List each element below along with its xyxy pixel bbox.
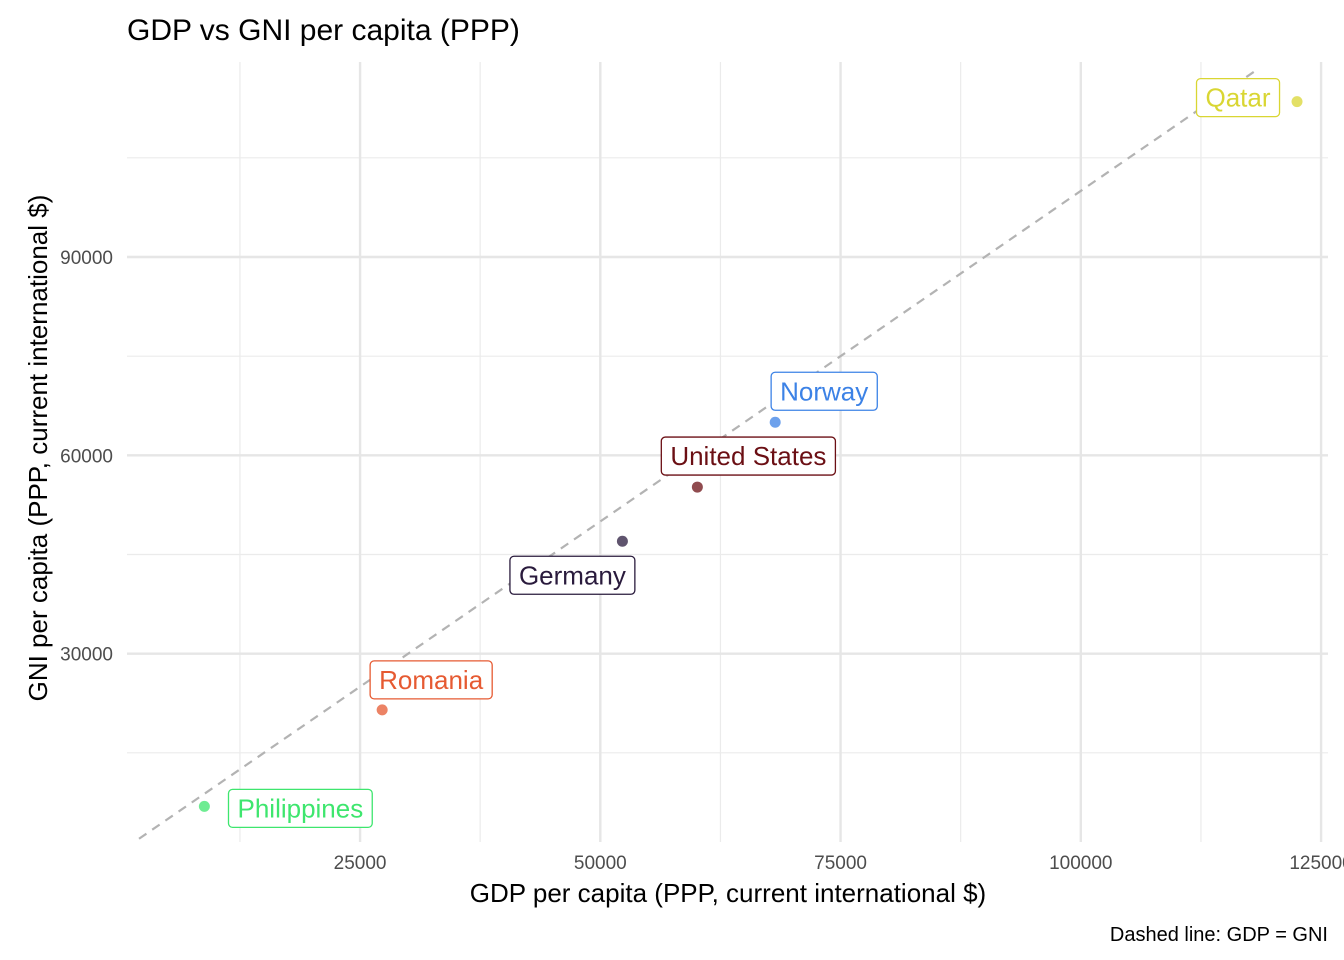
y-tick-label: 60000 [60,446,113,467]
point-label: United States [660,436,837,476]
y-axis-title: GNI per capita (PPP, current internation… [23,195,53,702]
svg-text:Qatar: Qatar [1206,83,1271,113]
svg-text:United States: United States [670,441,826,471]
x-tick-label: 25000 [334,853,387,874]
data-point [691,481,703,493]
svg-text:Norway: Norway [780,376,868,406]
chart-caption: Dashed line: GDP = GNI [1110,924,1328,946]
y-tick-label: 30000 [60,645,113,666]
grid-major [127,62,1328,842]
point-label: Philippines [227,788,373,829]
y-tick-label: 90000 [60,248,113,269]
x-tick-label: 100000 [1049,853,1112,874]
data-point [198,800,210,812]
point-label: Germany [509,555,636,595]
data-point [616,535,628,547]
x-tick-label: 50000 [574,853,627,874]
svg-text:Germany: Germany [519,560,626,590]
svg-text:Philippines: Philippines [237,793,363,823]
data-point [1291,96,1303,108]
point-label: Norway [770,371,878,411]
x-tick-label: 75000 [814,853,867,874]
x-axis-ticks: 25000 50000 75000 100000 125000 [334,853,1344,874]
svg-text:Romania: Romania [379,665,484,695]
data-points [198,96,1303,812]
point-label: Romania [369,660,493,700]
y-axis-ticks: 30000 60000 90000 [60,248,113,666]
point-labels: Philippines Romania Germany United States No… [227,77,1281,829]
x-axis-title: GDP per capita (PPP, current internation… [470,878,986,908]
data-point [769,416,781,428]
x-tick-label: 125000 [1289,853,1344,874]
point-label: Qatar [1195,77,1281,118]
chart-title: GDP vs GNI per capita (PPP) [127,14,520,47]
data-point [376,704,388,716]
